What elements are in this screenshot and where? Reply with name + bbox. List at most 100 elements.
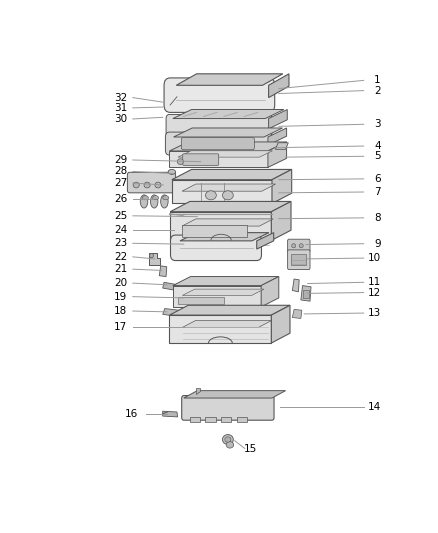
Text: 10: 10 [367,253,381,263]
Text: 31: 31 [114,103,127,113]
Text: 25: 25 [114,211,127,221]
Text: 27: 27 [114,178,127,188]
Polygon shape [196,388,200,394]
Text: 20: 20 [114,278,127,288]
FancyBboxPatch shape [127,172,176,193]
Polygon shape [159,266,167,277]
Ellipse shape [152,196,159,200]
Text: 11: 11 [367,277,381,287]
Bar [221,417,231,422]
FancyBboxPatch shape [288,239,310,252]
Ellipse shape [226,441,233,448]
Ellipse shape [223,191,233,200]
Text: 28: 28 [114,166,127,176]
Bar [291,254,306,265]
FancyBboxPatch shape [182,395,274,420]
Ellipse shape [142,196,148,200]
Text: 7: 7 [374,187,381,197]
Ellipse shape [292,244,296,248]
Polygon shape [173,277,279,286]
Bar [303,290,309,298]
Polygon shape [170,151,268,167]
Ellipse shape [161,195,168,208]
Polygon shape [268,128,286,145]
Ellipse shape [223,434,233,445]
Ellipse shape [168,169,176,174]
Text: 16: 16 [124,409,138,418]
Ellipse shape [225,437,231,442]
Polygon shape [268,142,286,167]
Text: 22: 22 [114,252,127,262]
Polygon shape [251,170,291,174]
Text: 9: 9 [374,239,381,249]
Polygon shape [170,305,290,315]
Ellipse shape [149,254,154,257]
Text: 3: 3 [374,119,381,130]
Polygon shape [251,174,286,183]
Text: 2: 2 [374,86,381,95]
Polygon shape [293,309,302,318]
Text: 15: 15 [244,443,257,454]
Polygon shape [149,253,160,265]
Polygon shape [172,169,292,180]
Text: 1: 1 [374,75,381,85]
Polygon shape [170,212,271,240]
Polygon shape [173,286,261,307]
Text: 4: 4 [374,141,381,151]
Text: 6: 6 [374,174,381,184]
Ellipse shape [133,182,139,188]
Bar [178,297,224,304]
Text: 12: 12 [367,288,381,297]
Text: 24: 24 [114,225,127,235]
Polygon shape [182,219,273,226]
Text: 21: 21 [114,264,127,274]
Polygon shape [257,232,274,249]
Text: 8: 8 [374,213,381,223]
Polygon shape [170,315,271,343]
Polygon shape [301,286,311,301]
Polygon shape [271,305,290,343]
Polygon shape [162,282,178,290]
Polygon shape [172,180,272,204]
Polygon shape [182,184,276,191]
Ellipse shape [140,195,148,208]
Bar [205,417,215,422]
Polygon shape [182,289,264,295]
Polygon shape [293,279,299,292]
Polygon shape [162,309,179,317]
Text: 17: 17 [114,322,127,333]
FancyBboxPatch shape [181,138,254,150]
Polygon shape [261,277,279,307]
Ellipse shape [144,182,150,188]
Polygon shape [184,391,286,398]
Ellipse shape [162,196,169,200]
Polygon shape [173,128,283,137]
Polygon shape [170,142,286,151]
Polygon shape [173,109,284,118]
Text: 29: 29 [114,155,127,165]
Polygon shape [176,74,283,85]
FancyBboxPatch shape [170,235,261,261]
FancyBboxPatch shape [164,78,275,112]
Polygon shape [182,320,272,327]
Text: 19: 19 [114,292,127,302]
Polygon shape [170,201,291,212]
Text: 14: 14 [367,402,381,413]
Text: 30: 30 [114,114,127,124]
Bar [237,417,247,422]
Text: 26: 26 [114,193,127,204]
Polygon shape [268,109,287,129]
Ellipse shape [177,159,184,165]
Ellipse shape [155,182,161,188]
Text: 32: 32 [114,93,127,103]
Polygon shape [276,143,288,149]
Text: 5: 5 [374,151,381,161]
Bar [190,417,200,422]
Ellipse shape [205,191,216,200]
Bar [182,225,247,237]
Text: 23: 23 [114,238,127,248]
FancyBboxPatch shape [166,115,272,137]
Text: 18: 18 [114,306,127,316]
FancyBboxPatch shape [183,154,219,165]
Polygon shape [162,411,178,417]
